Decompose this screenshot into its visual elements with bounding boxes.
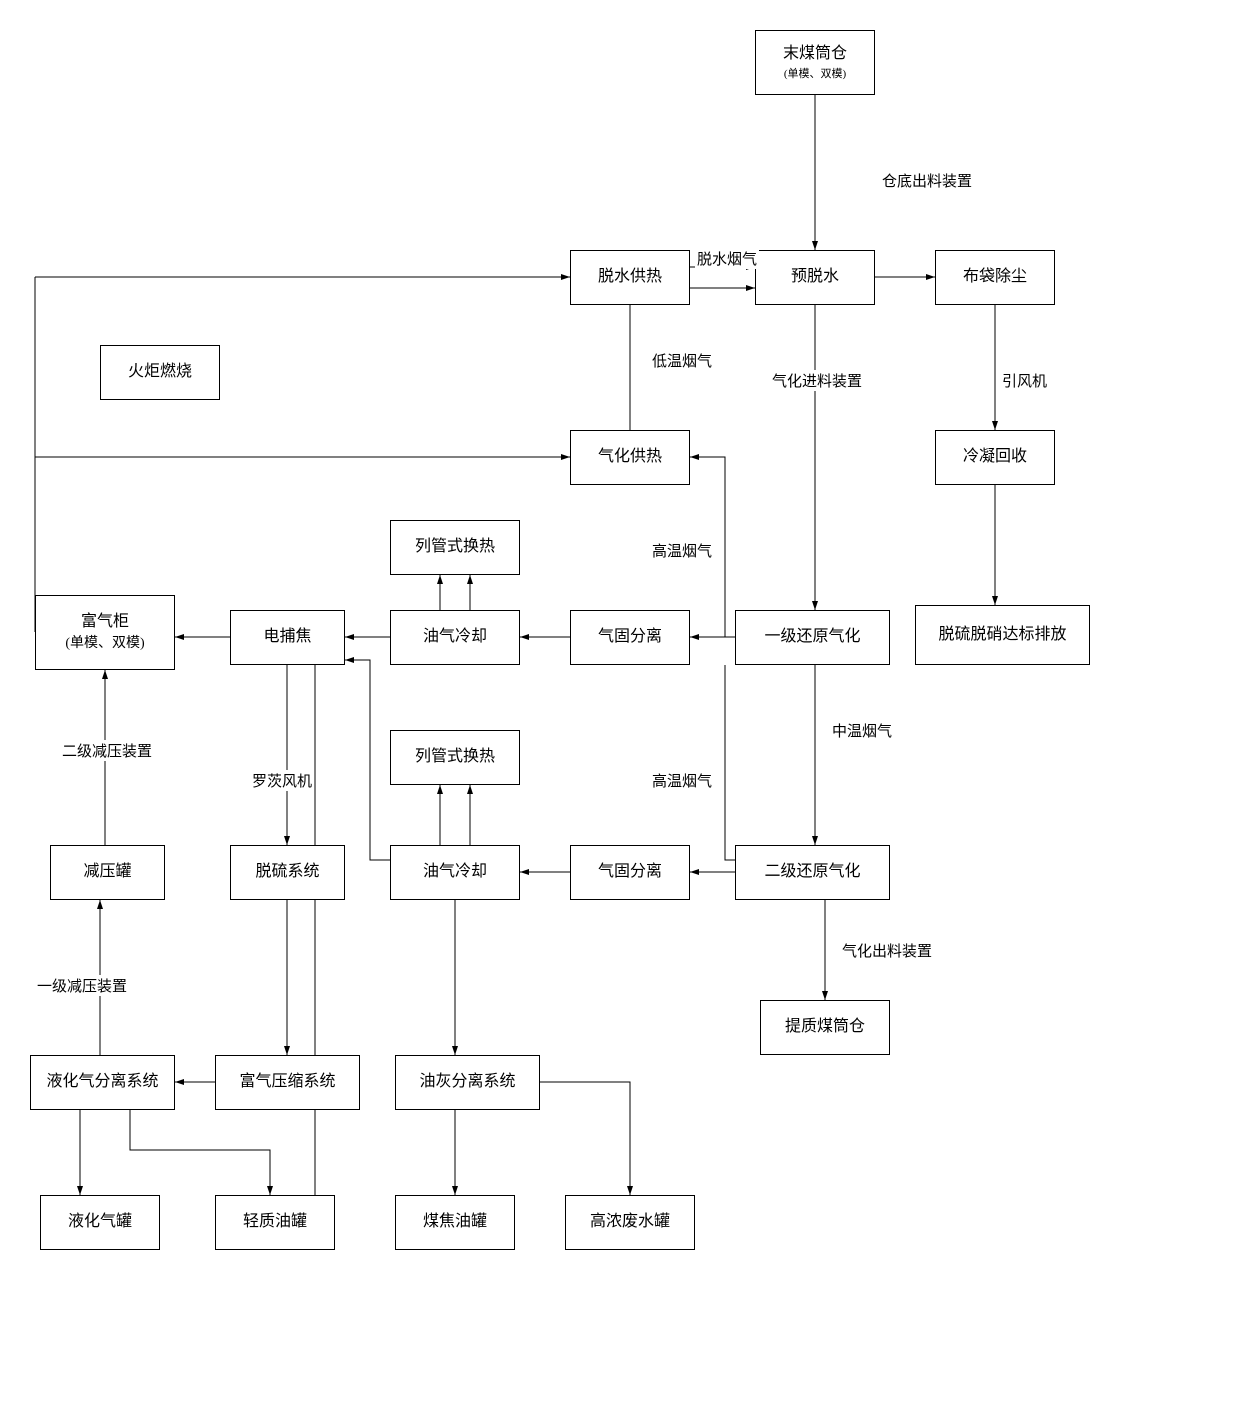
node-gas-solid-1: 气固分离 bbox=[570, 610, 690, 665]
node-rich-gas-comp: 富气压缩系统 bbox=[215, 1055, 360, 1110]
node-waste-water-tank: 高浓废水罐 bbox=[565, 1195, 695, 1250]
node-lpg-tank: 液化气罐 bbox=[40, 1195, 160, 1250]
node-depressure-tank: 减压罐 bbox=[50, 845, 165, 900]
node-flare: 火炬燃烧 bbox=[100, 345, 220, 400]
edge-label-second-depress: 二级减压装置 bbox=[60, 740, 154, 761]
node-label: 减压罐 bbox=[83, 862, 131, 883]
node-label: 布袋除尘 bbox=[963, 267, 1027, 288]
node-light-oil-tank: 轻质油罐 bbox=[215, 1195, 335, 1250]
edge-label-id-fan: 引风机 bbox=[1000, 370, 1049, 391]
node-tube-heat-2: 列管式换热 bbox=[390, 730, 520, 785]
node-label: 列管式换热 bbox=[415, 747, 495, 768]
node-desulfur-sys: 脱硫系统 bbox=[230, 845, 345, 900]
node-oil-gas-cool-1: 油气冷却 bbox=[390, 610, 520, 665]
node-label: 脱硫系统 bbox=[255, 862, 319, 883]
node-rich-gas-tank: 富气柜 (单模、双模) bbox=[35, 595, 175, 670]
node-label: 油气冷却 bbox=[423, 862, 487, 883]
node-pre-dehydrate: 预脱水 bbox=[755, 250, 875, 305]
node-label: 一级还原气化 bbox=[764, 627, 860, 648]
node-label: 脱水供热 bbox=[598, 267, 662, 288]
node-condense-recovery: 冷凝回收 bbox=[935, 430, 1055, 485]
node-coal-tar-tank: 煤焦油罐 bbox=[395, 1195, 515, 1250]
node-oil-ash-sep: 油灰分离系统 bbox=[395, 1055, 540, 1110]
node-label: 煤焦油罐 bbox=[423, 1212, 487, 1233]
node-sublabel: (单模、双模) bbox=[784, 67, 846, 81]
node-coal-silo: 末煤筒仓 (单模、双模) bbox=[755, 30, 875, 95]
node-sublabel: (单模、双模) bbox=[65, 635, 144, 653]
node-dehydrate-heat: 脱水供热 bbox=[570, 250, 690, 305]
edge-label-gasify-feed: 气化进料装置 bbox=[770, 370, 864, 391]
node-primary-gasify: 一级还原气化 bbox=[735, 610, 890, 665]
node-label: 气固分离 bbox=[598, 627, 662, 648]
edge-label-deh-flue-gas: 脱水烟气 bbox=[695, 248, 759, 269]
node-label: 末煤筒仓 bbox=[783, 44, 847, 65]
node-label: 液化气罐 bbox=[68, 1212, 132, 1233]
node-label: 列管式换热 bbox=[415, 537, 495, 558]
node-label: 火炬燃烧 bbox=[128, 362, 192, 383]
node-lpg-sep-sys: 液化气分离系统 bbox=[30, 1055, 175, 1110]
node-tube-heat-1: 列管式换热 bbox=[390, 520, 520, 575]
edge-label-gasify-discharge: 气化出料装置 bbox=[840, 940, 934, 961]
node-label: 冷凝回收 bbox=[963, 447, 1027, 468]
node-emission: 脱硫脱硝达标排放 bbox=[915, 605, 1090, 665]
node-label: 油气冷却 bbox=[423, 627, 487, 648]
node-oil-gas-cool-2: 油气冷却 bbox=[390, 845, 520, 900]
node-label: 液化气分离系统 bbox=[46, 1072, 158, 1093]
edge-label-first-depress: 一级减压装置 bbox=[35, 975, 129, 996]
node-gas-solid-2: 气固分离 bbox=[570, 845, 690, 900]
node-label: 电捕焦 bbox=[263, 627, 311, 648]
node-secondary-gasify: 二级还原气化 bbox=[735, 845, 890, 900]
node-label: 气化供热 bbox=[598, 447, 662, 468]
edge-label-mid-temp: 中温烟气 bbox=[830, 720, 894, 741]
node-label: 预脱水 bbox=[791, 267, 839, 288]
edge-label-low-temp-gas: 低温烟气 bbox=[650, 350, 714, 371]
node-label: 轻质油罐 bbox=[243, 1212, 307, 1233]
edge-layer bbox=[0, 0, 1240, 1404]
node-label: 高浓废水罐 bbox=[590, 1212, 670, 1233]
edge-label-silo-discharge: 仓底出料装置 bbox=[880, 170, 974, 191]
node-label: 提质煤筒仓 bbox=[785, 1017, 865, 1038]
node-gasify-heat: 气化供热 bbox=[570, 430, 690, 485]
node-label: 油灰分离系统 bbox=[419, 1072, 515, 1093]
edge-label-roots-blower: 罗茨风机 bbox=[250, 770, 314, 791]
node-label: 脱硫脱硝达标排放 bbox=[938, 625, 1066, 646]
node-label: 气固分离 bbox=[598, 862, 662, 883]
node-quality-coal-silo: 提质煤筒仓 bbox=[760, 1000, 890, 1055]
node-elec-tar: 电捕焦 bbox=[230, 610, 345, 665]
node-label: 富气压缩系统 bbox=[239, 1072, 335, 1093]
edge-label-high-temp-1: 高温烟气 bbox=[650, 540, 714, 561]
node-label: 二级还原气化 bbox=[764, 862, 860, 883]
node-bag-filter: 布袋除尘 bbox=[935, 250, 1055, 305]
edge-label-high-temp-2: 高温烟气 bbox=[650, 770, 714, 791]
node-label: 富气柜 bbox=[81, 612, 129, 633]
